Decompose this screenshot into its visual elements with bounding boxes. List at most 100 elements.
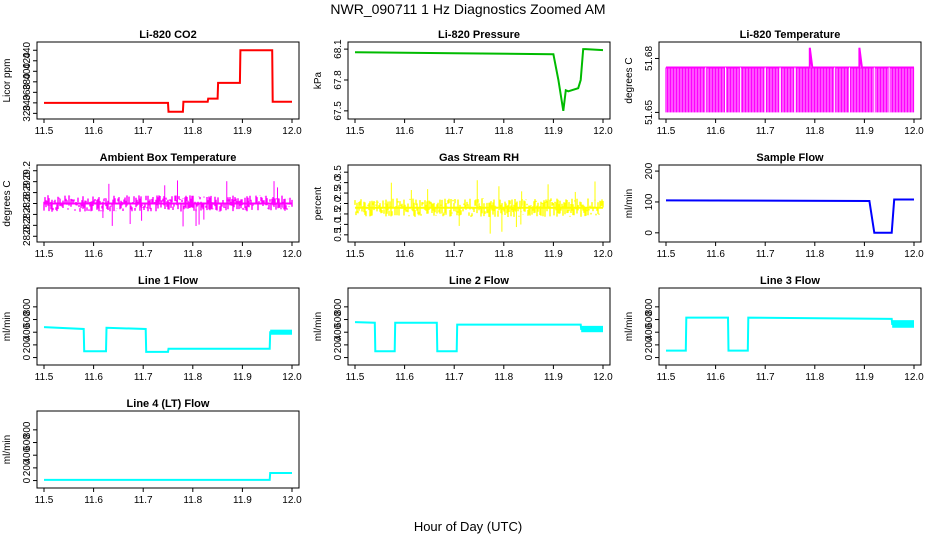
y-axis-label: percent xyxy=(313,187,324,221)
x-tick-label: 11.9 xyxy=(544,249,563,260)
x-tick-label: 11.5 xyxy=(35,249,54,260)
panel-1: Li-820 CO2 11.5 11.6 11.7 11.8 11.9 12.0 320340… xyxy=(2,29,302,137)
plot-frame xyxy=(658,164,922,243)
y-tick-label: 29.0 xyxy=(22,171,33,191)
x-tick-label: 11.8 xyxy=(183,495,202,506)
y-tick-label: 3.0 xyxy=(333,175,344,189)
series-line xyxy=(665,198,914,234)
panel-title: Li-820 Temperature xyxy=(740,29,841,41)
x-tick-label: 11.9 xyxy=(855,372,874,383)
x-tick-label: 12.0 xyxy=(282,126,302,137)
x-tick-label: 12.0 xyxy=(282,249,302,260)
y-tick-label: 200 xyxy=(22,336,33,353)
series-line xyxy=(666,47,914,69)
plot-frame xyxy=(347,287,611,366)
y-tick-label: 420 xyxy=(22,52,33,69)
x-tick-label: 11.9 xyxy=(855,249,874,260)
x-tick-label: 11.8 xyxy=(183,249,202,260)
panel-2: Li-820 Pressure 11.5 11.6 11.7 11.8 11.9 12.0 6… xyxy=(313,29,613,137)
x-tick-label: 11.7 xyxy=(445,372,464,383)
y-tick-label: 200 xyxy=(22,459,33,476)
x-tick-label: 11.8 xyxy=(183,126,202,137)
x-tick-label: 11.9 xyxy=(544,372,563,383)
y-tick-label: 68.1 xyxy=(333,39,344,59)
y-tick-label: 380 xyxy=(22,73,33,90)
x-tick-label: 11.6 xyxy=(84,126,103,137)
y-tick-label: 320 xyxy=(22,105,33,122)
y-tick-label: 360 xyxy=(22,84,33,101)
y-tick-label: 29.2 xyxy=(22,161,33,181)
x-tick-label: 11.8 xyxy=(494,126,513,137)
x-tick-label: 11.8 xyxy=(494,249,513,260)
y-tick-label: 800 xyxy=(644,298,655,315)
x-tick-label: 12.0 xyxy=(593,249,613,260)
x-tick-label: 11.7 xyxy=(134,372,153,383)
x-tick-label: 11.9 xyxy=(233,372,252,383)
y-axis-label: kPa xyxy=(313,71,324,89)
panel-title: Ambient Box Temperature xyxy=(100,152,237,164)
x-tick-label: 11.5 xyxy=(346,372,365,383)
y-tick-label: 400 xyxy=(333,323,344,340)
y-axis-label: Licor ppm xyxy=(2,59,13,103)
x-tick-label: 11.9 xyxy=(855,126,874,137)
x-tick-label: 12.0 xyxy=(904,372,924,383)
x-tick-label: 11.6 xyxy=(84,372,103,383)
y-tick-label: 600 xyxy=(22,311,33,328)
y-axis-label: ml/min xyxy=(624,312,635,341)
plot-frame xyxy=(658,41,922,120)
x-tick-label: 11.9 xyxy=(544,126,563,137)
y-tick-label: 400 xyxy=(22,63,33,80)
x-tick-label: 11.8 xyxy=(805,126,824,137)
panel-title: Sample Flow xyxy=(756,152,824,164)
y-tick-label: 0 xyxy=(22,354,33,360)
panel-6: Sample Flow 11.5 11.6 11.7 11.8 11.9 12.0 0 100 2… xyxy=(624,152,924,260)
x-tick-label: 11.5 xyxy=(346,126,365,137)
x-tick-label: 11.7 xyxy=(756,372,775,383)
x-tick-label: 11.5 xyxy=(657,126,676,137)
y-tick-label: 2.5 xyxy=(333,186,344,200)
y-tick-label: 0.5 xyxy=(333,227,344,241)
plot-frame xyxy=(36,410,300,489)
panel-5: Gas Stream RH 11.5 11.6 11.7 11.8 11.9 12.0 0.5… xyxy=(313,152,613,260)
x-tick-label: 11.8 xyxy=(805,372,824,383)
y-tick-label: 600 xyxy=(333,311,344,328)
y-tick-label: 51.68 xyxy=(644,46,655,71)
y-tick-label: 0 xyxy=(333,354,344,360)
series-line xyxy=(354,48,604,112)
y-tick-label: 800 xyxy=(22,421,33,438)
series-line xyxy=(44,49,292,113)
plot-frame xyxy=(347,41,611,120)
y-axis-label: ml/min xyxy=(313,312,324,341)
x-tick-label: 11.5 xyxy=(657,249,676,260)
y-tick-label: 28.4 xyxy=(22,204,33,224)
x-tick-label: 11.7 xyxy=(756,126,775,137)
y-tick-label: 3.5 xyxy=(333,165,344,179)
y-tick-label: 2.0 xyxy=(333,196,344,210)
y-tick-label: 200 xyxy=(333,336,344,353)
x-tick-label: 11.8 xyxy=(183,372,202,383)
y-tick-label: 340 xyxy=(22,94,33,111)
panel-title: Li-820 Pressure xyxy=(438,29,520,41)
y-axis-label: ml/min xyxy=(2,312,13,341)
x-tick-label: 12.0 xyxy=(904,126,924,137)
panel-3: Li-820 Temperature 11.5 11.6 11.7 11.8 11.9 12… xyxy=(624,29,924,137)
x-tick-label: 11.7 xyxy=(445,126,464,137)
x-tick-label: 11.8 xyxy=(805,249,824,260)
plot-frame xyxy=(658,287,922,366)
y-tick-label: 100 xyxy=(644,193,655,210)
panel-title: Li-820 CO2 xyxy=(139,29,196,41)
y-tick-label: 800 xyxy=(22,298,33,315)
series-line xyxy=(44,472,292,481)
x-tick-label: 11.6 xyxy=(395,126,414,137)
x-tick-label: 11.6 xyxy=(706,249,725,260)
y-tick-label: 200 xyxy=(644,162,655,179)
x-tick-label: 11.7 xyxy=(134,249,153,260)
figure-title: NWR_090711 1 Hz Diagnostics Zoomed AM xyxy=(330,1,605,17)
y-tick-label: 28.6 xyxy=(22,193,33,213)
y-tick-label: 600 xyxy=(22,434,33,451)
y-tick-label: 28.0 xyxy=(22,226,33,246)
y-tick-label: 67.5 xyxy=(333,101,344,121)
x-tick-label: 11.6 xyxy=(395,249,414,260)
y-tick-label: 440 xyxy=(22,41,33,58)
